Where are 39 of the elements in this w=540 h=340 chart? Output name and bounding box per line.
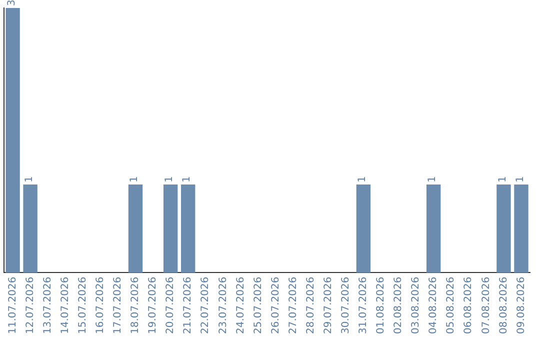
x-tick-label: 17.07.2026 xyxy=(112,276,124,334)
x-tick-label: 13.07.2026 xyxy=(42,276,54,334)
x-tick-label: 25.07.2026 xyxy=(252,276,264,334)
x-tick-label: 05.08.2026 xyxy=(446,276,457,334)
x-tick-label: 30.07.2026 xyxy=(340,276,352,334)
x-tick-label: 08.08.2026 xyxy=(498,276,510,334)
x-tick-label: 15.07.2026 xyxy=(77,276,88,334)
x-tick-label: 12.07.2026 xyxy=(24,276,36,334)
x-tick-label: 19.07.2026 xyxy=(148,276,159,334)
x-tick-label: 09.08.2026 xyxy=(516,276,527,334)
x-tick-label: 03.08.2026 xyxy=(410,276,422,334)
data-label: 1 xyxy=(182,176,193,182)
data-label: 1 xyxy=(24,176,35,182)
data-label: 1 xyxy=(427,176,438,182)
x-tick-label: 18.07.2026 xyxy=(130,276,142,334)
x-tick-label: 29.07.2026 xyxy=(322,276,334,334)
data-label: 1 xyxy=(514,176,526,182)
x-tick-label: 11.07.2026 xyxy=(7,276,18,334)
x-tick-label: 21.07.2026 xyxy=(182,276,194,334)
x-tick-label: 16.07.2026 xyxy=(95,276,106,334)
x-tick-label: 23.07.2026 xyxy=(218,276,229,334)
x-tick-label: 24.07.2026 xyxy=(235,276,246,334)
data-label: 1 xyxy=(357,176,368,182)
data-label: 1 xyxy=(129,176,140,182)
x-tick-label: 02.08.2026 xyxy=(393,276,404,334)
x-tick-label: 28.07.2026 xyxy=(305,276,316,334)
data-label: 3 xyxy=(6,0,18,6)
data-label: 1 xyxy=(497,176,508,182)
x-tick-label: 01.08.2026 xyxy=(376,276,387,334)
x-tick-label: 31.07.2026 xyxy=(358,276,370,334)
x-tick-label: 07.08.2026 xyxy=(480,276,492,334)
x-tick-label: 04.08.2026 xyxy=(428,276,440,334)
x-tick-label: 22.07.2026 xyxy=(200,276,212,334)
data-label: 1 xyxy=(164,176,176,182)
x-tick-label: 27.07.2026 xyxy=(288,276,299,334)
x-tick-label: 14.07.2026 xyxy=(60,276,71,334)
x-tick-label: 26.07.2026 xyxy=(270,276,282,334)
x-tick-label: 06.08.2026 xyxy=(463,276,474,334)
x-tick-label: 20.07.2026 xyxy=(165,276,176,334)
